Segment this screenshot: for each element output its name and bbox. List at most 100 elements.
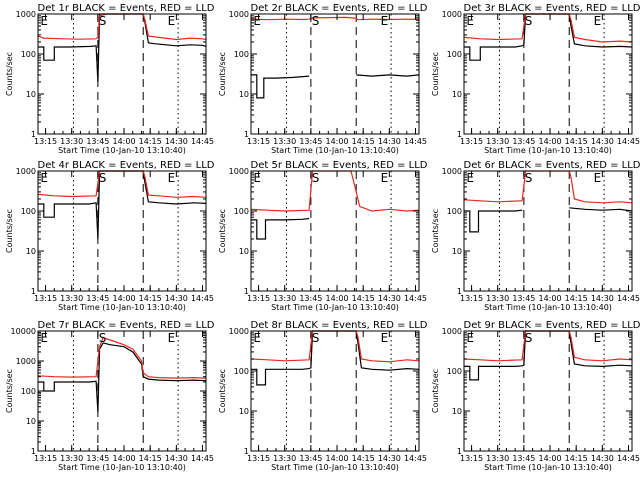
x-tick-label: 14:15 [565,137,588,146]
series-line-2 [37,13,207,41]
phase-marker-e2: E [594,171,602,185]
series-line-1 [38,342,207,413]
x-tick-label: 13:30 [273,454,296,463]
series-line-2 [250,330,420,363]
x-tick-label: 14:45 [191,454,214,463]
phase-marker-e1: E [40,331,48,345]
x-tick-label: 14:30 [378,137,401,146]
x-axis-label: Start Time (10-Jan-10 13:10:40) [271,146,399,155]
y-tick-label: 1 [244,130,249,139]
phase-marker-s: S [99,14,107,28]
x-tick-label: 13:45 [512,294,535,303]
series-line-3 [250,16,420,21]
y-tick-label: 10 [26,247,36,256]
y-tick-label: 100 [234,50,249,59]
x-tick-label: 13:45 [86,294,109,303]
y-tick-label: 10 [239,247,249,256]
x-tick-label: 14:00 [326,294,349,303]
x-tick-label: 14:15 [139,454,162,463]
x-axis-label: Start Time (10-Jan-10 13:10:40) [271,303,399,312]
phase-marker-e2: E [594,14,602,28]
x-tick-label: 13:15 [247,294,270,303]
phase-marker-s: S [525,171,533,185]
series-line-2 [569,207,633,212]
y-tick-label: 1000 [442,167,462,176]
y-tick-label: 1 [457,287,462,296]
phase-marker-e1: E [253,331,261,345]
x-tick-label: 13:30 [486,454,509,463]
y-tick-label: 10 [452,407,462,416]
y-tick-label: 1 [31,287,36,296]
phase-marker-s: S [525,331,533,345]
series-line-1 [464,330,633,381]
series-line-2 [250,170,420,212]
x-tick-label: 14:15 [352,137,375,146]
series-line-2 [463,330,633,362]
x-tick-label: 13:30 [60,137,83,146]
panel-det-5: Det 5r BLACK = Events, RED = LLD 1 10 100 10… [218,160,428,312]
series-line-3 [463,170,633,204]
phase-marker-e2: E [168,171,176,185]
y-tick-label: 1 [457,130,462,139]
panel-title: Det 5r BLACK = Events, RED = LLD [251,160,428,171]
x-axis-label: Start Time (10-Jan-10 13:10:40) [484,463,612,472]
y-axis-label: Counts/sec [431,209,440,253]
plot-frame [463,170,633,292]
x-tick-label: 13:15 [34,454,57,463]
y-tick-label: 100 [447,207,462,216]
y-tick-label: 100 [21,207,36,216]
phase-marker-e1: E [466,14,474,28]
x-tick-label: 13:30 [486,137,509,146]
y-tick-label: 10 [239,90,249,99]
panel-det-9: Det 9r BLACK = Events, RED = LLD 1 10 100 10… [431,320,640,472]
x-tick-label: 13:15 [34,137,57,146]
panel-det-7: Det 7r BLACK = Events, RED = LLD 1 10 100 10… [5,320,215,472]
x-tick-label: 13:45 [299,137,322,146]
x-tick-label: 14:00 [539,137,562,146]
x-axis-label: Start Time (10-Jan-10 13:10:40) [271,463,399,472]
y-tick-label: 10 [26,417,36,426]
panel-title: Det 9r BLACK = Events, RED = LLD [464,320,640,331]
x-tick-label: 14:30 [591,137,614,146]
y-tick-label: 1 [244,447,249,456]
y-tick-label: 10 [26,90,36,99]
x-axis-label: Start Time (10-Jan-10 13:10:40) [484,303,612,312]
x-tick-label: 14:45 [617,294,640,303]
series-line-1 [251,330,420,386]
x-tick-label: 13:15 [247,454,270,463]
y-tick-label: 1000 [16,357,36,366]
phase-marker-e1: E [40,14,48,28]
phase-marker-s: S [312,331,320,345]
x-tick-label: 13:15 [247,137,270,146]
x-tick-label: 13:45 [299,454,322,463]
series-line-2 [463,13,633,43]
x-tick-label: 13:30 [60,294,83,303]
x-tick-label: 14:45 [404,454,427,463]
x-tick-label: 13:45 [512,137,535,146]
y-tick-label: 100 [447,367,462,376]
x-tick-label: 13:45 [512,454,535,463]
x-tick-label: 13:45 [86,454,109,463]
y-tick-label: 1000 [16,10,36,19]
phase-marker-s: S [99,331,107,345]
phase-marker-e2: E [594,331,602,345]
series-line-1 [38,170,207,240]
x-tick-label: 14:15 [565,294,588,303]
y-axis-label: Counts/sec [218,209,227,253]
x-tick-label: 14:30 [378,454,401,463]
panel-det-4: Det 4r BLACK = Events, RED = LLD 1 10 100 10… [5,160,215,312]
series-line-1 [251,217,310,240]
plot-frame [250,170,420,292]
x-tick-label: 14:30 [591,454,614,463]
series-line-2 [37,336,207,379]
x-tick-label: 14:30 [165,137,188,146]
y-tick-label: 100 [21,50,36,59]
y-tick-label: 100 [447,50,462,59]
x-axis-label: Start Time (10-Jan-10 13:10:40) [58,146,186,155]
x-tick-label: 13:45 [86,137,109,146]
y-tick-label: 10 [239,407,249,416]
phase-marker-e2: E [381,14,389,28]
x-tick-label: 13:15 [460,454,483,463]
panel-title: Det 8r BLACK = Events, RED = LLD [251,320,428,331]
